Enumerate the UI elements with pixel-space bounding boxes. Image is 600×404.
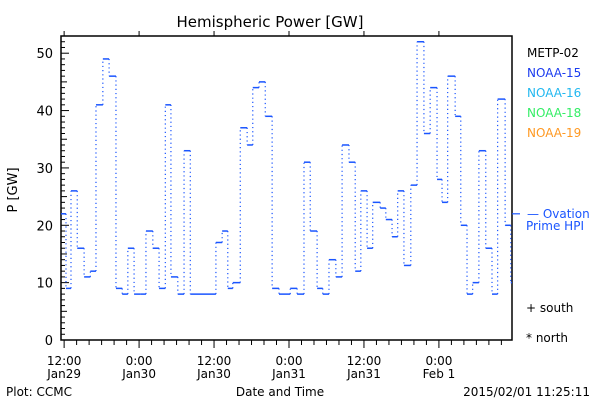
y-axis-label: P [GW] [6, 167, 21, 212]
x-tick-label-date: Feb 1 [423, 367, 456, 381]
x-tick-label-date: Jan30 [196, 367, 231, 381]
ovation-label-2: Prime HPI [526, 219, 584, 233]
x-tick-label-time: 12:00 [47, 354, 82, 368]
x-tick-label-time: 0:00 [425, 354, 452, 368]
plot-frame [60, 35, 513, 341]
legend-entry: NOAA-18 [527, 106, 581, 120]
ovation-label: — Ovation [527, 207, 590, 221]
y-tick-label: 50 [36, 47, 53, 62]
x-tick-label-time: 0:00 [276, 354, 303, 368]
x-tick-label-time: 12:00 [347, 354, 382, 368]
x-tick-label-date: Jan29 [46, 367, 81, 381]
y-tick-label: 20 [36, 219, 53, 234]
y-tick-label: 40 [36, 105, 53, 120]
y-tick-label: 0 [45, 334, 53, 349]
legend-entry: NOAA-15 [527, 66, 581, 80]
y-tick-label: 10 [36, 277, 53, 292]
x-tick-label-time: 0:00 [126, 354, 153, 368]
x-tick-label-date: Jan31 [346, 367, 381, 381]
footer-plot-credit: Plot: CCMC [6, 385, 72, 399]
x-tick-label-date: Jan31 [271, 367, 306, 381]
footer-timestamp: 2015/02/01 11:25:11 [463, 385, 590, 399]
legend-entry: NOAA-19 [527, 126, 581, 140]
y-tick-label: 30 [36, 162, 53, 177]
marker-legend-entry: + south [526, 301, 573, 315]
x-tick-label-time: 12:00 [197, 354, 232, 368]
x-tick-label-date: Jan30 [121, 367, 156, 381]
legend-entry: NOAA-16 [527, 86, 581, 100]
legend-entry: METP-02 [527, 46, 579, 60]
chart-title: Hemispheric Power [GW] [177, 13, 364, 31]
marker-legend-entry: * north [526, 331, 568, 345]
x-axis-label: Date and Time [236, 385, 324, 399]
